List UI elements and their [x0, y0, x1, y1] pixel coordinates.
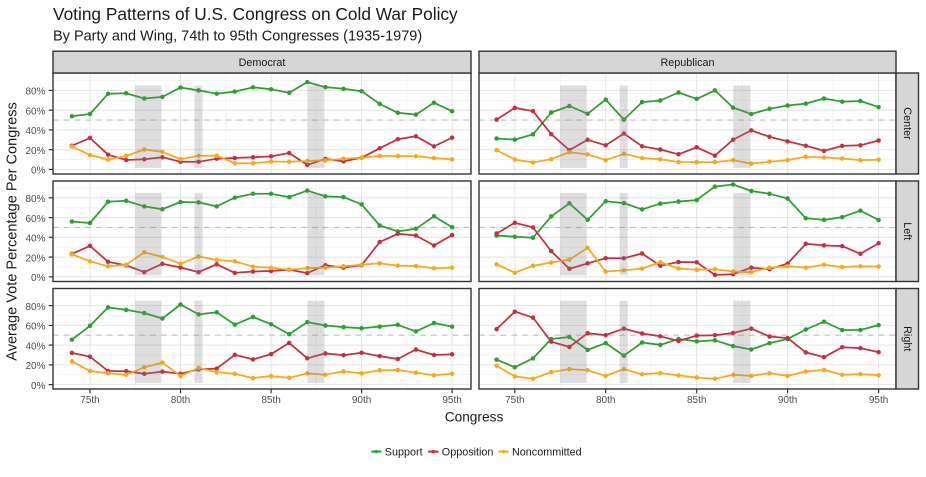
svg-text:80%: 80% [25, 302, 45, 313]
svg-text:Congress: Congress [445, 410, 504, 425]
svg-text:20%: 20% [25, 361, 45, 372]
svg-text:75th: 75th [80, 395, 99, 406]
svg-text:90th: 90th [778, 395, 797, 406]
svg-text:90th: 90th [352, 395, 371, 406]
svg-text:95th: 95th [442, 395, 461, 406]
svg-text:Support: Support [385, 447, 423, 459]
svg-text:95th: 95th [869, 395, 888, 406]
svg-text:Republican: Republican [660, 57, 714, 69]
svg-text:80th: 80th [171, 395, 190, 406]
svg-text:80%: 80% [25, 194, 45, 205]
svg-text:40%: 40% [25, 341, 45, 352]
svg-text:Left: Left [901, 222, 913, 240]
svg-text:80%: 80% [25, 87, 45, 98]
svg-text:Democrat: Democrat [239, 57, 286, 69]
svg-text:Opposition: Opposition [442, 447, 494, 459]
svg-text:Center: Center [901, 107, 913, 140]
svg-text:0%: 0% [31, 166, 46, 177]
svg-text:40%: 40% [25, 126, 45, 137]
svg-text:Average Vote Percentage Per Co: Average Vote Percentage Per Congress [4, 102, 20, 361]
svg-text:60%: 60% [25, 322, 45, 333]
svg-text:Right: Right [901, 326, 913, 351]
svg-text:Voting Patterns of U.S. Congre: Voting Patterns of U.S. Congress on Cold… [53, 4, 458, 24]
svg-text:Noncommitted: Noncommitted [512, 447, 582, 459]
svg-text:85th: 85th [261, 395, 280, 406]
svg-text:60%: 60% [25, 106, 45, 117]
svg-text:0%: 0% [31, 381, 46, 392]
svg-text:85th: 85th [687, 395, 706, 406]
svg-text:20%: 20% [25, 146, 45, 157]
svg-text:40%: 40% [25, 234, 45, 245]
svg-text:75th: 75th [505, 395, 524, 406]
svg-text:0%: 0% [31, 273, 46, 284]
svg-text:60%: 60% [25, 214, 45, 225]
svg-text:80th: 80th [596, 395, 615, 406]
svg-text:20%: 20% [25, 253, 45, 264]
svg-text:By Party and Wing, 74th to 95t: By Party and Wing, 74th to 95th Congress… [53, 29, 422, 45]
